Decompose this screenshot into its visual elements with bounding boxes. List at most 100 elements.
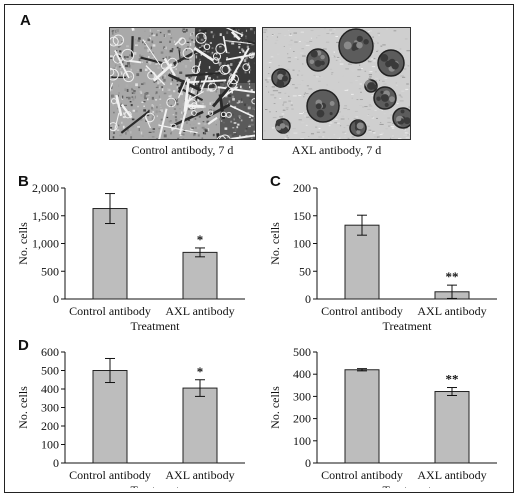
texture-dot: [173, 108, 176, 110]
texture-dot: [355, 116, 359, 118]
texture-dot: [239, 115, 243, 119]
texture-dot: [219, 33, 222, 36]
texture-dot: [236, 83, 239, 86]
texture-dot: [147, 122, 151, 124]
texture-dot: [201, 44, 205, 47]
texture-dot: [182, 28, 186, 30]
texture-dot: [146, 61, 149, 63]
texture-dot: [323, 28, 326, 30]
texture-dot: [164, 47, 167, 50]
texture-dot: [247, 106, 251, 110]
texture-dot: [121, 61, 124, 64]
texture-dot: [318, 136, 323, 138]
texture-dot: [138, 37, 141, 40]
texture-dot: [249, 29, 253, 31]
texture-dot: [179, 71, 183, 74]
texture-dot: [398, 94, 401, 96]
cell-body: [225, 111, 232, 118]
texture-dot: [368, 77, 372, 79]
texture-dot: [235, 29, 238, 33]
cell-body: [178, 37, 186, 45]
texture-dot: [274, 42, 277, 44]
texture-dot: [113, 131, 115, 135]
texture-dot: [166, 116, 169, 119]
texture-dot: [338, 111, 341, 113]
spheroid-cell: [276, 80, 285, 88]
texture-dot: [143, 101, 146, 103]
texture-dot: [239, 60, 241, 62]
texture-dot: [292, 84, 295, 86]
texture-dot: [287, 57, 291, 59]
texture-dot: [301, 80, 304, 82]
texture-dot: [118, 84, 120, 87]
cell-network-strand: [189, 79, 227, 84]
texture-dot: [181, 44, 183, 47]
texture-dot: [185, 47, 187, 51]
texture-dot: [304, 111, 307, 113]
texture-dot: [255, 124, 256, 127]
texture-dot: [391, 127, 395, 129]
texture-dot: [212, 133, 215, 137]
y-tick-label: 200: [41, 419, 59, 433]
texture-dot: [271, 34, 274, 36]
texture-dot: [226, 56, 228, 60]
texture-dot: [368, 114, 370, 116]
y-axis-label: No. cells: [16, 386, 30, 429]
texture-dot: [409, 131, 410, 133]
texture-dot: [287, 53, 289, 55]
chart-panel-e: No. cells 0 100 200 300 400 500 Control antibod…: [268, 345, 497, 488]
texture-dot: [113, 111, 115, 114]
texture-dot: [147, 49, 150, 53]
y-tick-label: 0: [305, 456, 311, 470]
texture-dot: [132, 125, 135, 128]
cell-body: [191, 65, 201, 74]
texture-dot: [139, 59, 143, 61]
spheroid-cell: [380, 53, 389, 62]
texture-dot: [229, 69, 232, 71]
texture-dot: [194, 118, 197, 120]
texture-dot: [147, 38, 151, 42]
texture-dot: [170, 104, 172, 108]
texture-dot: [163, 78, 166, 82]
texture-dot: [300, 138, 305, 139]
texture-dot: [395, 84, 398, 86]
texture-dot: [297, 74, 299, 76]
spheroid-cell: [282, 75, 288, 82]
texture-dot: [249, 86, 251, 89]
texture-dot: [223, 81, 226, 83]
texture-dot: [233, 122, 237, 124]
texture-dot: [148, 35, 151, 37]
texture-dot: [383, 83, 387, 85]
texture-dot: [363, 122, 368, 124]
texture-dot: [197, 98, 200, 102]
x-axis-label: Treatment: [131, 319, 181, 333]
texture-dot: [370, 58, 374, 60]
texture-dot: [110, 55, 113, 58]
texture-dot: [152, 128, 156, 130]
texture-dot: [283, 102, 285, 104]
texture-dot: [168, 56, 171, 59]
texture-dot: [248, 79, 251, 83]
texture-dot: [143, 105, 145, 107]
texture-dot: [292, 95, 297, 97]
texture-dot: [252, 51, 254, 54]
texture-dot: [179, 134, 183, 137]
texture-dot: [369, 131, 373, 133]
texture-dot: [279, 116, 284, 118]
texture-dot: [330, 33, 335, 35]
texture-dot: [204, 42, 207, 45]
texture-dot: [156, 106, 158, 109]
texture-dot: [234, 128, 237, 132]
texture-dot: [209, 109, 212, 111]
texture-dot: [158, 127, 161, 130]
texture-dot: [333, 29, 336, 31]
texture-dot: [215, 90, 218, 93]
texture-dot: [293, 50, 295, 52]
texture-dot: [288, 61, 291, 63]
texture-dot: [197, 122, 201, 125]
texture-dot: [122, 125, 125, 129]
spheroid-cell: [316, 109, 325, 118]
cell-network-strand: [222, 35, 228, 54]
texture-dot: [269, 66, 271, 68]
texture-dot: [271, 57, 273, 59]
